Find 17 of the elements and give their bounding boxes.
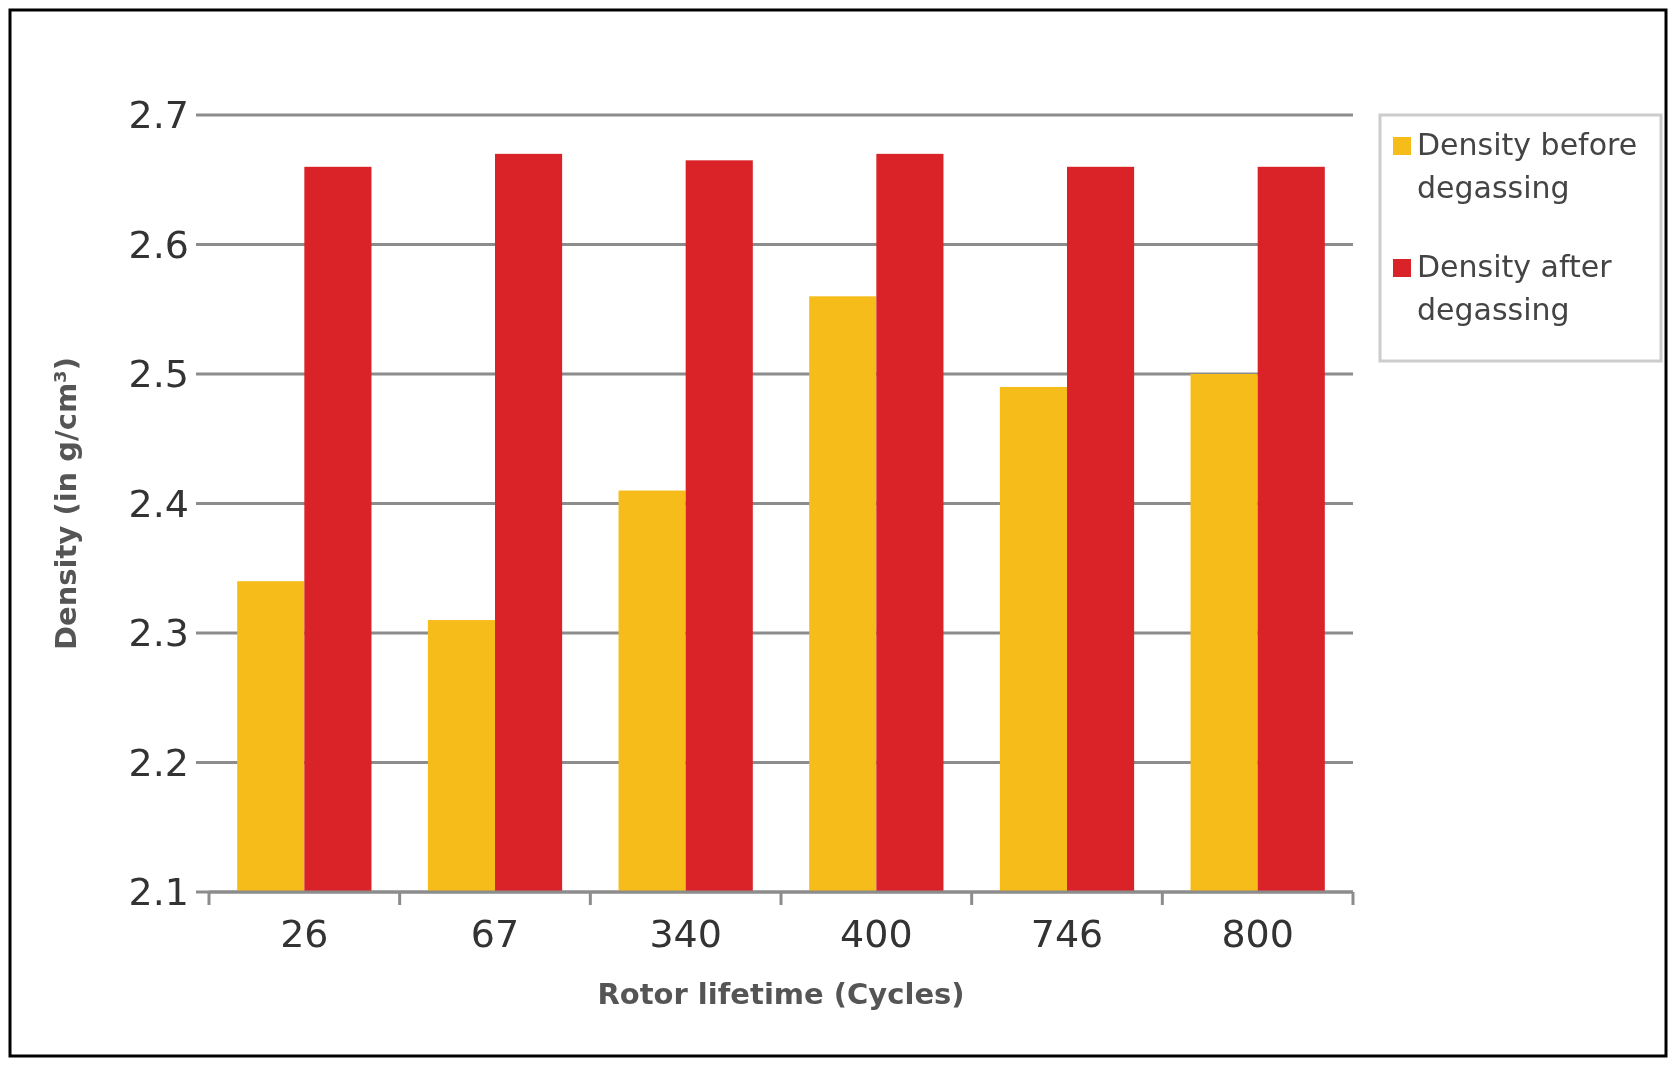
x-tick-label: 800: [1221, 912, 1294, 956]
legend-label: Density before degassing: [1417, 127, 1638, 205]
y-tick-label: 2.5: [128, 352, 189, 397]
y-tick-label: 2.1: [128, 870, 189, 915]
y-tick-label: 2.3: [128, 611, 189, 656]
x-tick-label: 26: [280, 912, 329, 956]
y-axis-title: Density (in g/cm³): [49, 356, 83, 651]
x-tick-label: 746: [1030, 912, 1104, 956]
y-tick-label: 2.7: [128, 93, 189, 138]
y-tick-label: 2.2: [128, 740, 189, 785]
x-axis-title: Rotor lifetime (Cycles): [597, 977, 965, 1011]
y-tick-label: 2.4: [128, 481, 189, 526]
legend-label: Density after degassing: [1417, 249, 1613, 327]
y-tick-label: 2.6: [128, 222, 189, 267]
x-tick-label: 400: [840, 912, 913, 956]
x-tick-label: 340: [649, 912, 722, 956]
x-tick-label: 67: [470, 912, 520, 956]
